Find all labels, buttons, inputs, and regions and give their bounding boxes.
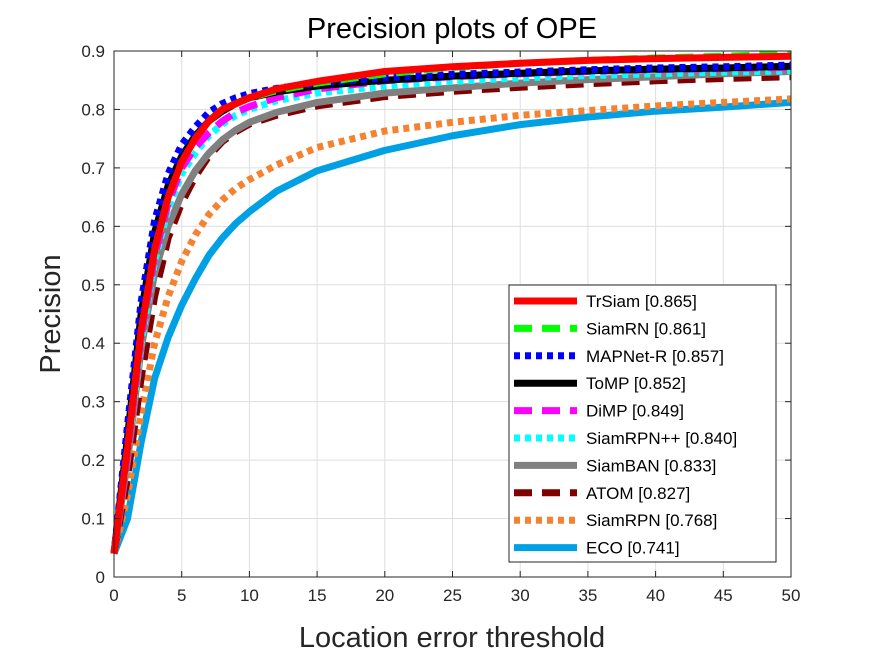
x-tick-label: 5 [177, 586, 186, 605]
legend-label-siamrpn-: SiamRPN++ [0.840] [586, 429, 737, 448]
y-tick-label: 0.7 [81, 159, 105, 178]
series-line-trsiam [110, 52, 792, 555]
y-tick-label: 0.3 [81, 393, 105, 412]
x-tick-label: 10 [240, 586, 259, 605]
chart-title: Precision plots of OPE [307, 13, 597, 45]
y-tick-label: 0.8 [81, 100, 105, 119]
y-tick-label: 0.6 [81, 217, 105, 236]
legend-label-tomp: ToMP [0.852] [586, 374, 686, 393]
x-tick-label: 40 [646, 586, 665, 605]
x-tick-label: 50 [782, 586, 801, 605]
x-tick-label: 15 [308, 586, 327, 605]
legend-label-siamrpn: SiamRPN [0.768] [586, 511, 717, 530]
legend-label-atom: ATOM [0.827] [586, 484, 690, 503]
legend-label-trsiam: TrSiam [0.865] [586, 292, 697, 311]
x-tick-label: 25 [443, 586, 462, 605]
x-tick-label: 0 [109, 586, 118, 605]
axis-ticks: 0 5 10 15 20 25 30 35 40 45 50 0 0.1 0.2 0.3 0.4 0.5 0.6 0… [81, 42, 800, 605]
series-line-siamrpn [110, 95, 792, 555]
y-tick-label: 0 [96, 568, 105, 587]
x-tick-label: 20 [375, 586, 394, 605]
legend-label-siamrn: SiamRN [0.861] [586, 319, 706, 338]
y-tick-label: 0.9 [81, 42, 105, 61]
x-tick-label: 35 [578, 586, 597, 605]
series-line-mapnet-r [110, 61, 792, 554]
series-line-eco [110, 98, 792, 555]
legend-label-eco: ECO [0.741] [586, 539, 680, 558]
y-tick-label: 0.4 [81, 334, 105, 353]
legend-label-dimp: DiMP [0.849] [586, 402, 684, 421]
x-tick-label: 30 [511, 586, 530, 605]
y-tick-label: 0.2 [81, 451, 105, 470]
legend: TrSiam [0.865] SiamRN [0.861] MAPNet-R [0.… [508, 284, 777, 563]
x-tick-label: 45 [714, 586, 733, 605]
legend-label-siamban: SiamBAN [0.833] [586, 456, 716, 475]
x-axis-title: Location error threshold [299, 622, 605, 654]
y-tick-label: 0.1 [81, 510, 105, 529]
series-lines [110, 50, 792, 555]
legend-label-mapnet-r: MAPNet-R [0.857] [586, 347, 724, 366]
y-axis-title: Precision [35, 254, 67, 373]
y-tick-label: 0.5 [81, 276, 105, 295]
